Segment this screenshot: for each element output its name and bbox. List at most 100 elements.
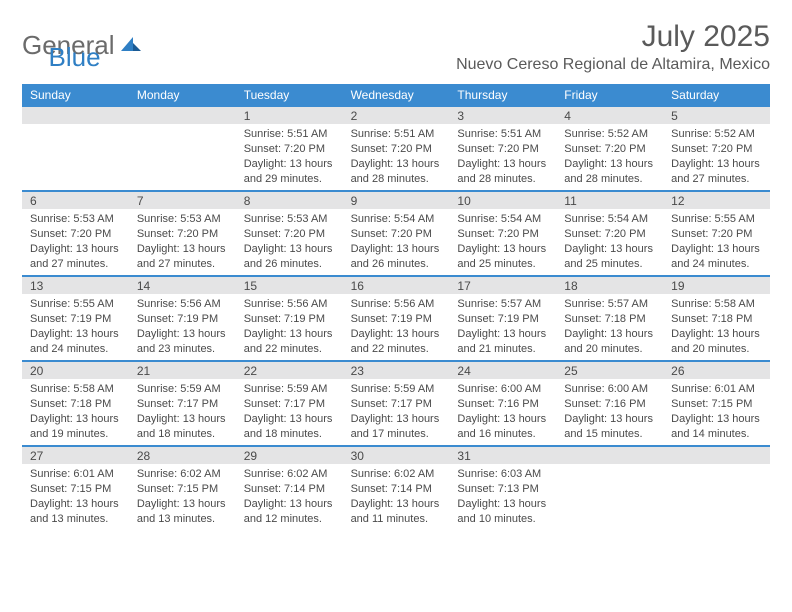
day-info-line: and 24 minutes. bbox=[671, 257, 764, 272]
day-info-line: Sunset: 7:15 PM bbox=[137, 482, 230, 497]
day-info-line: Sunset: 7:19 PM bbox=[30, 312, 123, 327]
day-cell: 30Sunrise: 6:02 AMSunset: 7:14 PMDayligh… bbox=[343, 447, 450, 530]
day-info-line: Daylight: 13 hours bbox=[137, 327, 230, 342]
day-info-line: Sunset: 7:18 PM bbox=[671, 312, 764, 327]
day-number: 1 bbox=[236, 109, 251, 123]
day-number-band bbox=[556, 447, 663, 464]
weekday-header: Wednesday bbox=[343, 84, 450, 107]
day-number-band: 17 bbox=[449, 277, 556, 294]
day-info-line: Sunset: 7:16 PM bbox=[564, 397, 657, 412]
day-info-line: and 18 minutes. bbox=[137, 427, 230, 442]
day-info-line: and 18 minutes. bbox=[244, 427, 337, 442]
day-info-line: Sunrise: 6:00 AM bbox=[457, 382, 550, 397]
day-info-line: and 13 minutes. bbox=[30, 512, 123, 527]
day-info-line: Sunset: 7:20 PM bbox=[564, 227, 657, 242]
day-info-line: Daylight: 13 hours bbox=[457, 412, 550, 427]
day-body: Sunrise: 5:53 AMSunset: 7:20 PMDaylight:… bbox=[22, 209, 129, 275]
day-info-line: Sunset: 7:14 PM bbox=[244, 482, 337, 497]
day-number-band: 15 bbox=[236, 277, 343, 294]
day-body: Sunrise: 5:51 AMSunset: 7:20 PMDaylight:… bbox=[449, 124, 556, 190]
day-info-line: and 28 minutes. bbox=[564, 172, 657, 187]
day-number-band: 27 bbox=[22, 447, 129, 464]
day-cell: 3Sunrise: 5:51 AMSunset: 7:20 PMDaylight… bbox=[449, 107, 556, 190]
day-info-line: Sunrise: 5:51 AM bbox=[351, 127, 444, 142]
day-number-band: 4 bbox=[556, 107, 663, 124]
day-number-band: 26 bbox=[663, 362, 770, 379]
day-number-band: 21 bbox=[129, 362, 236, 379]
day-info-line: and 29 minutes. bbox=[244, 172, 337, 187]
day-number: 25 bbox=[556, 364, 577, 378]
day-info-line: Daylight: 13 hours bbox=[564, 412, 657, 427]
day-cell: 23Sunrise: 5:59 AMSunset: 7:17 PMDayligh… bbox=[343, 362, 450, 445]
day-body: Sunrise: 5:55 AMSunset: 7:20 PMDaylight:… bbox=[663, 209, 770, 275]
day-info-line: Sunrise: 5:57 AM bbox=[564, 297, 657, 312]
day-cell: 8Sunrise: 5:53 AMSunset: 7:20 PMDaylight… bbox=[236, 192, 343, 275]
day-body: Sunrise: 5:56 AMSunset: 7:19 PMDaylight:… bbox=[236, 294, 343, 360]
day-info-line: Sunrise: 5:54 AM bbox=[457, 212, 550, 227]
day-cell: 28Sunrise: 6:02 AMSunset: 7:15 PMDayligh… bbox=[129, 447, 236, 530]
day-info-line: Daylight: 13 hours bbox=[244, 157, 337, 172]
day-info-line: Sunrise: 5:53 AM bbox=[244, 212, 337, 227]
day-number-band: 11 bbox=[556, 192, 663, 209]
weekday-header: Tuesday bbox=[236, 84, 343, 107]
day-cell: 4Sunrise: 5:52 AMSunset: 7:20 PMDaylight… bbox=[556, 107, 663, 190]
day-body: Sunrise: 5:56 AMSunset: 7:19 PMDaylight:… bbox=[129, 294, 236, 360]
day-number: 9 bbox=[343, 194, 358, 208]
day-body bbox=[556, 464, 663, 530]
day-cell: 12Sunrise: 5:55 AMSunset: 7:20 PMDayligh… bbox=[663, 192, 770, 275]
day-body: Sunrise: 5:53 AMSunset: 7:20 PMDaylight:… bbox=[129, 209, 236, 275]
day-info-line: Sunrise: 6:02 AM bbox=[351, 467, 444, 482]
day-info-line: Daylight: 13 hours bbox=[137, 242, 230, 257]
day-number: 24 bbox=[449, 364, 470, 378]
day-info-line: and 20 minutes. bbox=[671, 342, 764, 357]
day-info-line: Daylight: 13 hours bbox=[30, 412, 123, 427]
calendar: SundayMondayTuesdayWednesdayThursdayFrid… bbox=[22, 84, 770, 530]
day-body: Sunrise: 5:54 AMSunset: 7:20 PMDaylight:… bbox=[343, 209, 450, 275]
day-number-band: 12 bbox=[663, 192, 770, 209]
day-cell: 16Sunrise: 5:56 AMSunset: 7:19 PMDayligh… bbox=[343, 277, 450, 360]
day-body: Sunrise: 5:51 AMSunset: 7:20 PMDaylight:… bbox=[236, 124, 343, 190]
day-info-line: Sunrise: 6:03 AM bbox=[457, 467, 550, 482]
day-number: 8 bbox=[236, 194, 251, 208]
day-info-line: Daylight: 13 hours bbox=[457, 327, 550, 342]
day-info-line: and 14 minutes. bbox=[671, 427, 764, 442]
day-info-line: Daylight: 13 hours bbox=[564, 157, 657, 172]
day-info-line: and 26 minutes. bbox=[351, 257, 444, 272]
day-info-line: Sunset: 7:19 PM bbox=[137, 312, 230, 327]
day-cell: 29Sunrise: 6:02 AMSunset: 7:14 PMDayligh… bbox=[236, 447, 343, 530]
day-info-line: Sunrise: 5:53 AM bbox=[30, 212, 123, 227]
day-cell: 20Sunrise: 5:58 AMSunset: 7:18 PMDayligh… bbox=[22, 362, 129, 445]
day-info-line: Daylight: 13 hours bbox=[244, 497, 337, 512]
day-info-line: and 20 minutes. bbox=[564, 342, 657, 357]
day-info-line: Sunset: 7:15 PM bbox=[30, 482, 123, 497]
day-number: 7 bbox=[129, 194, 144, 208]
day-number: 29 bbox=[236, 449, 257, 463]
day-info-line: Daylight: 13 hours bbox=[564, 242, 657, 257]
day-info-line: Sunset: 7:20 PM bbox=[671, 142, 764, 157]
day-info-line: Daylight: 13 hours bbox=[30, 242, 123, 257]
day-number-band: 19 bbox=[663, 277, 770, 294]
day-info-line: and 13 minutes. bbox=[137, 512, 230, 527]
day-info-line: Daylight: 13 hours bbox=[671, 412, 764, 427]
day-number-band: 18 bbox=[556, 277, 663, 294]
day-number: 23 bbox=[343, 364, 364, 378]
calendar-week: 13Sunrise: 5:55 AMSunset: 7:19 PMDayligh… bbox=[22, 277, 770, 360]
day-number: 3 bbox=[449, 109, 464, 123]
day-info-line: and 16 minutes. bbox=[457, 427, 550, 442]
day-number: 15 bbox=[236, 279, 257, 293]
day-number-band: 29 bbox=[236, 447, 343, 464]
weekday-header-row: SundayMondayTuesdayWednesdayThursdayFrid… bbox=[22, 84, 770, 107]
day-info-line: and 15 minutes. bbox=[564, 427, 657, 442]
day-info-line: Sunrise: 5:51 AM bbox=[457, 127, 550, 142]
day-cell: 25Sunrise: 6:00 AMSunset: 7:16 PMDayligh… bbox=[556, 362, 663, 445]
day-cell: 15Sunrise: 5:56 AMSunset: 7:19 PMDayligh… bbox=[236, 277, 343, 360]
day-info-line: and 19 minutes. bbox=[30, 427, 123, 442]
day-number: 6 bbox=[22, 194, 37, 208]
day-number: 21 bbox=[129, 364, 150, 378]
day-body: Sunrise: 5:57 AMSunset: 7:19 PMDaylight:… bbox=[449, 294, 556, 360]
day-cell bbox=[22, 107, 129, 190]
day-info-line: Sunset: 7:20 PM bbox=[244, 227, 337, 242]
day-info-line: Sunrise: 5:58 AM bbox=[30, 382, 123, 397]
day-info-line: Daylight: 13 hours bbox=[457, 157, 550, 172]
day-body: Sunrise: 6:00 AMSunset: 7:16 PMDaylight:… bbox=[449, 379, 556, 445]
